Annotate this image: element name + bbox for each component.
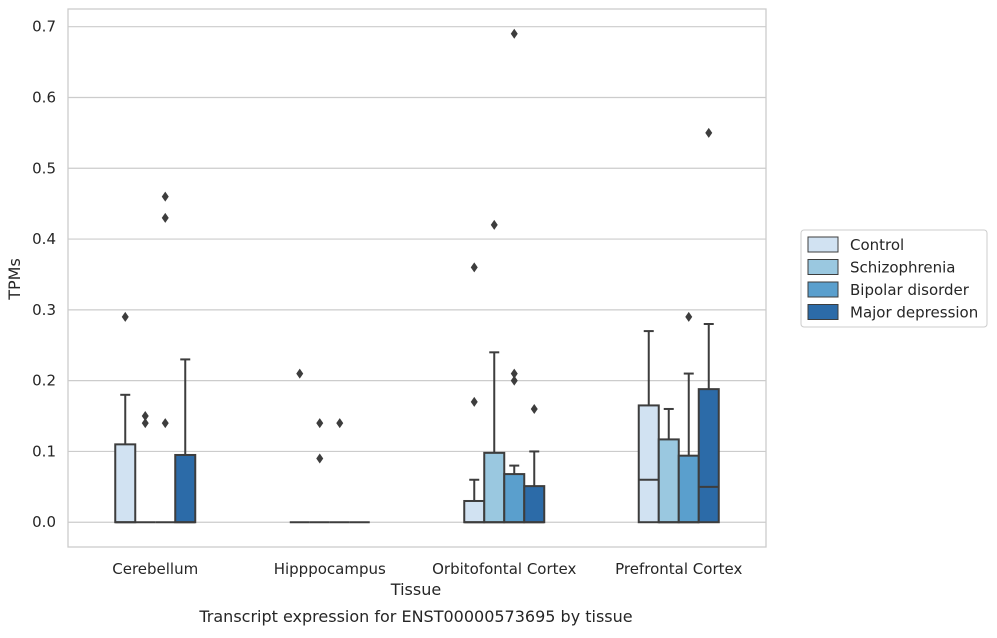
- box-group: [483, 219, 506, 524]
- box-group: [289, 368, 310, 524]
- legend-swatch: [807, 304, 839, 320]
- legend-items: Control Schizophrenia Bipolar disorder Majo…: [807, 236, 978, 322]
- y-tick-label: 0.1: [32, 442, 56, 460]
- y-tick-label: 0.7: [32, 18, 56, 36]
- outlier-point: [336, 418, 344, 429]
- outlier-point: [141, 411, 149, 422]
- outlier-point: [316, 453, 324, 464]
- box: [697, 388, 720, 524]
- outlier-point: [510, 28, 518, 39]
- outlier-point: [470, 396, 478, 407]
- legend-label: Major depression: [850, 304, 978, 322]
- outlier-point: [685, 311, 693, 322]
- outlier-point: [296, 368, 304, 379]
- outlier-point: [316, 418, 324, 429]
- outlier-point: [530, 403, 538, 414]
- x-tick-labels: Cerebellum Hipppocampus Orbitofontal Corte…: [112, 560, 742, 578]
- outlier-point: [161, 212, 169, 223]
- box: [483, 451, 506, 524]
- y-axis-title: TPMs: [5, 258, 24, 301]
- box-group: [329, 418, 350, 524]
- x-axis-title: Tissue: [390, 580, 441, 599]
- legend-label: Schizophrenia: [850, 259, 955, 277]
- plot-frame: [67, 8, 767, 548]
- legend-frame: [800, 229, 988, 328]
- box-group: [503, 28, 526, 524]
- box: [503, 473, 526, 524]
- legend-swatch: [807, 236, 839, 253]
- box-group: [135, 411, 156, 524]
- box-group: [463, 262, 486, 524]
- y-tick-label: 0.6: [32, 88, 56, 106]
- outlier-point: [141, 418, 149, 429]
- outlier-point: [470, 262, 478, 273]
- x-tick-label: Hipppocampus: [274, 560, 386, 578]
- box: [637, 404, 660, 524]
- legend-label: Bipolar disorder: [850, 281, 970, 299]
- y-tick-label: 0.5: [32, 159, 56, 177]
- box-group: [677, 311, 700, 524]
- box: [463, 499, 486, 524]
- x-tick-label: Prefrontal Cortex: [615, 560, 742, 578]
- y-tick-label: 0.0: [32, 513, 56, 531]
- y-tick-label: 0.3: [32, 301, 56, 319]
- legend-label: Control: [850, 236, 904, 254]
- y-tick-label: 0.2: [32, 372, 56, 390]
- box: [657, 438, 680, 524]
- outlier-point: [161, 418, 169, 429]
- legend-swatch: [807, 281, 839, 298]
- outlier-point: [510, 375, 518, 386]
- box: [174, 453, 197, 524]
- box: [523, 485, 546, 524]
- outlier-point: [121, 311, 129, 322]
- box: [677, 454, 700, 524]
- outlier-point: [705, 127, 713, 138]
- box-group: [155, 191, 176, 524]
- box: [114, 443, 137, 524]
- box-group: [309, 418, 330, 524]
- x-tick-label: Cerebellum: [112, 560, 198, 578]
- x-tick-label: Orbitofontal Cortex: [432, 560, 576, 578]
- boxes: [114, 28, 720, 524]
- box-group: [523, 403, 546, 524]
- outlier-point: [510, 368, 518, 379]
- box-group: [657, 407, 680, 524]
- box-group: [174, 358, 197, 524]
- outlier-point: [161, 191, 169, 202]
- box-group: [697, 127, 720, 524]
- y-tick-label: 0.4: [32, 230, 56, 248]
- box-group: [637, 330, 660, 524]
- outlier-point: [490, 219, 498, 230]
- legend: Control Schizophrenia Bipolar disorder Majo…: [800, 229, 988, 328]
- box-group: [114, 311, 137, 524]
- chart-caption: Transcript expression for ENST0000057369…: [198, 607, 632, 626]
- legend-swatch: [807, 259, 839, 275]
- y-tick-labels: 0.0 0.1 0.2 0.3 0.4 0.5 0.6 0.7: [32, 18, 56, 532]
